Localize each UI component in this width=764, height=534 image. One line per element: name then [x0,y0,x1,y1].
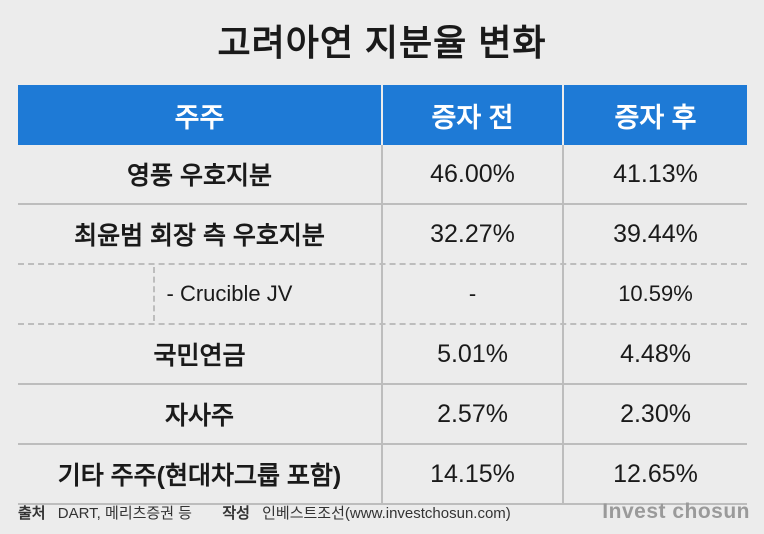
row-before: - [383,265,565,323]
row-holder: 자사주 [18,385,383,443]
row-after: 4.48% [620,339,691,368]
row-holder: - Crucible JV [166,281,293,306]
table-row: 영풍 우호지분 46.00% 41.13% [18,145,747,205]
table-row: 최윤범 회장 측 우호지분 32.27% 39.44% [18,205,747,265]
row-holder: 최윤범 회장 측 우호지분 [18,205,383,263]
row-holder: 국민연금 [18,325,383,383]
table-row: 기타 주주(현대차그룹 포함) 14.15% 12.65% [18,445,747,505]
row-after: 12.65% [613,459,698,488]
author-label: 작성 [222,505,250,522]
brand-logo: Invest chosun [602,500,750,523]
source-value: DART, 메리츠증권 등 [57,505,192,522]
row-after: 41.13% [613,159,698,188]
row-after: 2.30% [620,399,691,428]
dashed-divider [153,267,155,321]
header-holder: 주주 [18,85,383,145]
footer: 출처 DART, 메리츠증권 등 작성 인베스트조선(www.investcho… [18,502,511,523]
source-label: 출처 [18,505,46,522]
row-holder-cell: - Crucible JV [18,265,383,323]
table-row: 국민연금 5.01% 4.48% [18,325,747,385]
row-holder: 기타 주주(현대차그룹 포함) [18,445,383,503]
header-after: 증자 후 [614,102,697,133]
shareholding-table: 주주 증자 전 증자 후 영풍 우호지분 46.00% 41.13% 최윤범 회… [18,85,747,505]
row-before: 5.01% [383,325,565,383]
row-after: 10.59% [618,281,693,306]
row-before: 14.15% [383,445,565,503]
table-row: 자사주 2.57% 2.30% [18,385,747,445]
table-header: 주주 증자 전 증자 후 [18,85,747,145]
page-title: 고려아연 지분율 변화 [217,22,547,63]
row-before: 46.00% [383,145,565,203]
author-value: 인베스트조선(www.investchosun.com) [262,505,511,522]
row-before: 32.27% [383,205,565,263]
table-row-sub: - Crucible JV - 10.59% [18,265,747,325]
header-before: 증자 전 [383,85,565,145]
row-holder: 영풍 우호지분 [18,145,383,203]
row-before: 2.57% [383,385,565,443]
row-after: 39.44% [613,219,698,248]
